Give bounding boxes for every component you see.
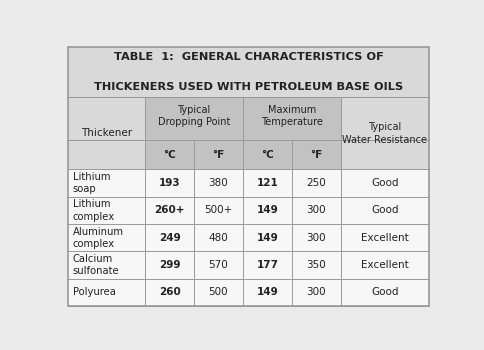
Text: Maximum
Temperature: Maximum Temperature	[260, 105, 322, 127]
Text: 149: 149	[256, 287, 278, 298]
Text: °C: °C	[260, 150, 273, 160]
Text: 177: 177	[256, 260, 278, 270]
Bar	[242, 97, 340, 140]
Text: 249: 249	[158, 233, 180, 243]
Text: 350: 350	[306, 260, 325, 270]
Text: 149: 149	[256, 205, 278, 216]
Text: 121: 121	[256, 178, 278, 188]
Text: 260+: 260+	[154, 205, 184, 216]
Bar	[68, 140, 145, 169]
Text: 149: 149	[256, 233, 278, 243]
Text: 570: 570	[208, 260, 228, 270]
Bar	[68, 197, 428, 224]
Bar	[68, 47, 428, 97]
Text: °C: °C	[163, 150, 176, 160]
Text: 250: 250	[306, 178, 325, 188]
Text: 300: 300	[306, 205, 325, 216]
Text: 500+: 500+	[204, 205, 232, 216]
Text: 193: 193	[158, 178, 180, 188]
Text: °F: °F	[309, 150, 322, 160]
Bar	[145, 140, 242, 169]
Text: Typical
Water Resistance: Typical Water Resistance	[342, 122, 426, 145]
Text: Good: Good	[370, 205, 398, 216]
Text: 480: 480	[208, 233, 228, 243]
Text: Excellent: Excellent	[360, 260, 408, 270]
Bar	[68, 97, 145, 140]
Text: THICKENERS USED WITH PETROLEUM BASE OILS: THICKENERS USED WITH PETROLEUM BASE OILS	[94, 82, 402, 92]
Bar	[68, 251, 428, 279]
Text: Excellent: Excellent	[360, 233, 408, 243]
Text: 380: 380	[208, 178, 228, 188]
Text: Calcium
sulfonate: Calcium sulfonate	[73, 254, 119, 276]
Bar	[145, 97, 242, 140]
Text: Thickener: Thickener	[81, 128, 132, 138]
Bar	[68, 169, 428, 197]
Bar	[68, 224, 428, 251]
Text: 500: 500	[208, 287, 228, 298]
Text: 300: 300	[306, 287, 325, 298]
Bar	[242, 140, 340, 169]
Text: Aluminum
complex: Aluminum complex	[73, 226, 123, 249]
Text: Lithium
soap: Lithium soap	[73, 172, 110, 194]
Text: TABLE  1:  GENERAL CHARACTERISTICS OF: TABLE 1: GENERAL CHARACTERISTICS OF	[113, 52, 383, 63]
Bar	[68, 279, 428, 306]
Text: 300: 300	[306, 233, 325, 243]
Text: Lithium
complex: Lithium complex	[73, 199, 115, 222]
Text: Polyurea: Polyurea	[73, 287, 115, 298]
Bar	[340, 140, 428, 169]
Text: °F: °F	[212, 150, 224, 160]
Text: Typical
Dropping Point: Typical Dropping Point	[158, 105, 230, 127]
Text: 299: 299	[159, 260, 180, 270]
Text: Good: Good	[370, 178, 398, 188]
Bar	[340, 97, 428, 140]
Text: Good: Good	[370, 287, 398, 298]
Text: 260: 260	[158, 287, 180, 298]
